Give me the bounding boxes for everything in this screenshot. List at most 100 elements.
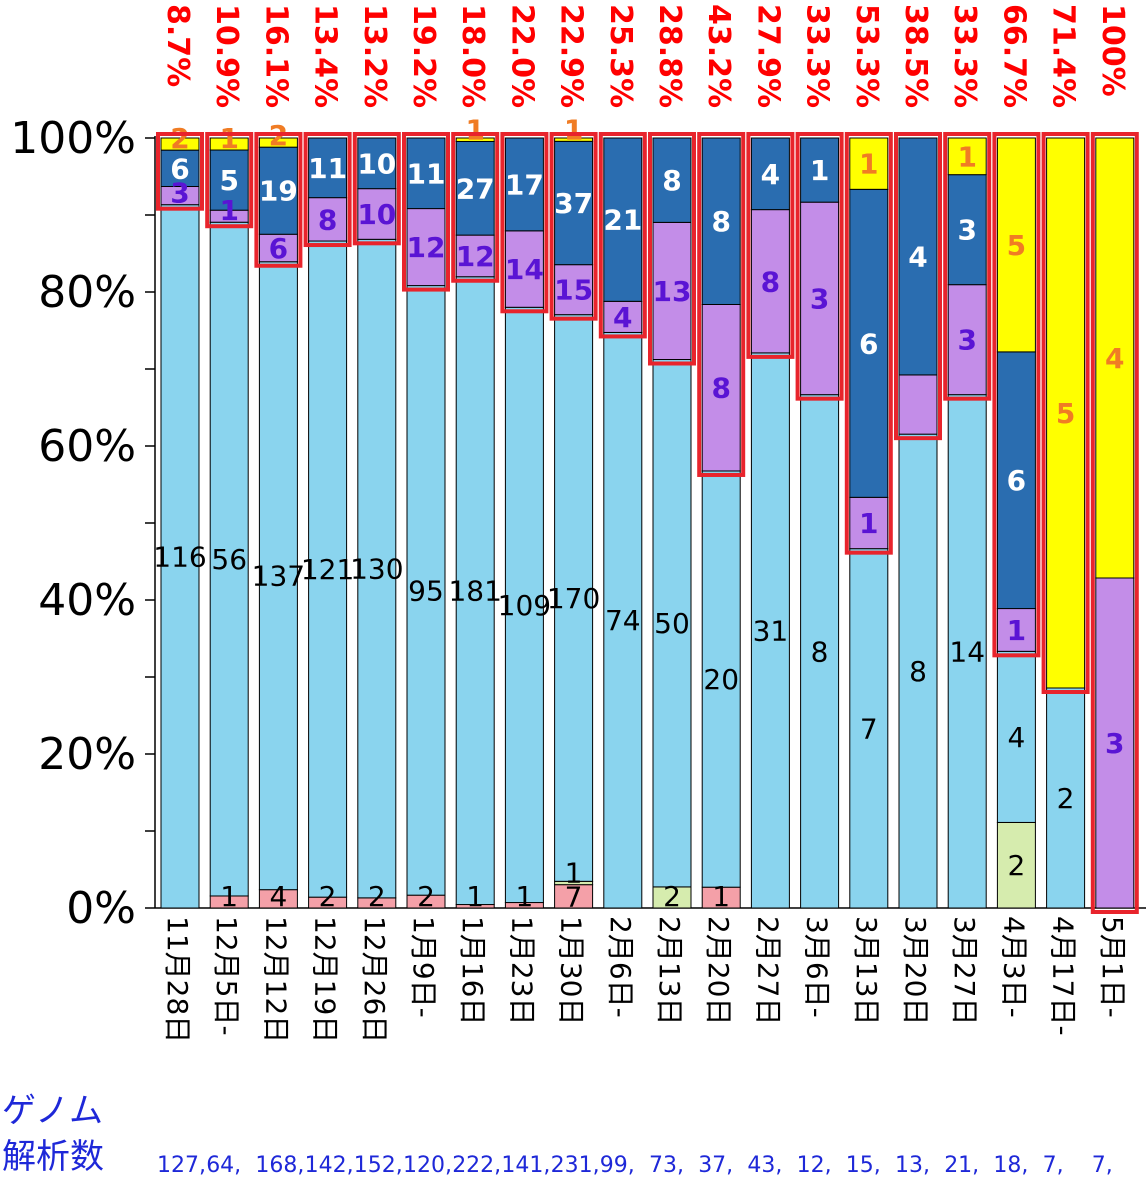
data-label: 3: [957, 324, 976, 357]
highlight-percent-label: 13.2%: [357, 4, 392, 108]
data-label: 8: [662, 164, 681, 197]
data-label: 13: [653, 275, 692, 308]
x-tick-label: 4月17日-: [1047, 916, 1080, 1036]
x-axis-labels: 11月28日 12月5日- 12月12日 12月19日 12月26日 1月9日- 1月16日…: [161, 916, 1129, 1043]
data-label: 1: [712, 880, 730, 913]
data-label: 1: [466, 880, 484, 913]
bar-segment: [554, 314, 594, 882]
data-label: 4: [761, 158, 780, 191]
bar-segment: [750, 209, 790, 354]
highlight-box: [451, 132, 500, 283]
highlight-box: [156, 132, 204, 211]
bar-segment: [455, 137, 495, 142]
data-label: 2: [1007, 849, 1025, 882]
data-label: 1: [515, 880, 533, 913]
data-label: 5: [1056, 397, 1075, 430]
data-label: 1: [859, 507, 878, 540]
highlight-percent-label: 18.0%: [455, 4, 490, 108]
highlight-percent-label: 19.2%: [406, 4, 441, 108]
highlight-percent-label: 22.0%: [504, 4, 539, 108]
x-tick-label: 3月27日: [948, 916, 981, 1025]
bar-segment: [947, 174, 987, 286]
genome-count: 21,: [944, 1153, 979, 1178]
highlight-percent-label: 38.5%: [898, 4, 933, 108]
bar-segment: [160, 149, 200, 188]
bar-segment: [849, 496, 889, 550]
data-label: 14: [505, 253, 544, 286]
data-label: 3: [1105, 727, 1124, 760]
highlight-box: [795, 132, 844, 401]
bar-segment: [652, 359, 692, 888]
data-label: 170: [547, 582, 600, 615]
data-label: 17: [505, 168, 544, 201]
x-tick-label: 2月6日-: [604, 916, 637, 1018]
data-label: 8: [909, 655, 927, 688]
data-label: 6: [170, 152, 189, 185]
data-label: 8: [711, 372, 730, 405]
data-label: 4: [1007, 721, 1025, 754]
genome-count: 18,: [993, 1153, 1028, 1178]
highlight-percent-label: 22.9%: [554, 4, 589, 108]
data-label: 8: [711, 205, 730, 238]
data-label: 2: [170, 122, 189, 155]
bar-segment: [996, 351, 1036, 610]
bar-segment: [750, 137, 790, 211]
bar-segment: [455, 276, 495, 906]
x-tick-label: 12月12日: [259, 916, 292, 1043]
genome-count: 141,: [501, 1153, 550, 1178]
bar-segment: [308, 137, 348, 199]
bar-segment: [554, 140, 594, 266]
data-label: 4: [1105, 342, 1124, 375]
bar-segment: [406, 285, 446, 896]
genome-count: 7,: [1092, 1153, 1113, 1178]
bar-segment: [504, 137, 544, 232]
bar-segment: [898, 374, 938, 435]
data-label: 14: [949, 635, 985, 668]
bar-segment: [1095, 137, 1135, 579]
highlight-percent-label: 25.3%: [603, 4, 638, 108]
bar-segment: [504, 230, 544, 308]
highlight-percent-label: 33.3%: [800, 4, 835, 108]
genome-count: 43,: [747, 1153, 782, 1178]
data-label: 6: [859, 327, 878, 360]
genome-count: 152,: [354, 1153, 403, 1178]
highlight-percent-label: 13.4%: [308, 4, 343, 108]
bar-segment: [160, 137, 200, 151]
x-tick-label: 3月20日: [899, 916, 932, 1025]
x-tick-label: 4月3日-: [997, 916, 1030, 1018]
highlight-percent-label: 27.9%: [750, 4, 785, 108]
data-label: 2: [417, 880, 435, 913]
x-tick-label: 12月26日: [358, 916, 391, 1043]
bar-segment: [504, 306, 544, 904]
x-tick-label: 12月5日-: [210, 916, 243, 1036]
bar-segment: [209, 137, 249, 151]
data-label: 12: [407, 231, 446, 264]
bar-segment: [800, 394, 840, 909]
bar-segment: [603, 300, 643, 333]
highlight-percent-label: 66.7%: [996, 4, 1031, 108]
data-label: 130: [350, 553, 403, 586]
genome-count: 73,: [649, 1153, 684, 1178]
data-label: 7: [565, 880, 583, 913]
x-tick-label: 3月13日: [850, 916, 883, 1025]
bar-segment: [258, 261, 298, 891]
highlight-boxes-layer: [156, 132, 1139, 914]
x-tick-label: 2月27日: [751, 916, 784, 1025]
bar-segment: [800, 137, 840, 203]
bar-segment: [209, 221, 249, 897]
bar-segment: [258, 146, 298, 235]
genome-count: 127,: [157, 1153, 206, 1178]
highlight-percent-label: 10.9%: [209, 4, 244, 108]
data-label: 1: [564, 113, 583, 146]
bar-segment: [406, 137, 446, 210]
highlight-box: [746, 132, 795, 359]
highlight-box: [303, 132, 352, 248]
data-label: 1: [465, 113, 484, 146]
bars-layer: 1163621561514137619221218112130101029512…: [153, 113, 1135, 913]
x-tick-label: 1月23日: [505, 916, 538, 1025]
bar-segment: [406, 208, 446, 287]
bar-segment: [701, 137, 741, 305]
y-tick-label: 100%: [10, 113, 136, 164]
data-label: 1: [957, 140, 976, 173]
x-tick-label: 12月19日: [309, 916, 342, 1043]
